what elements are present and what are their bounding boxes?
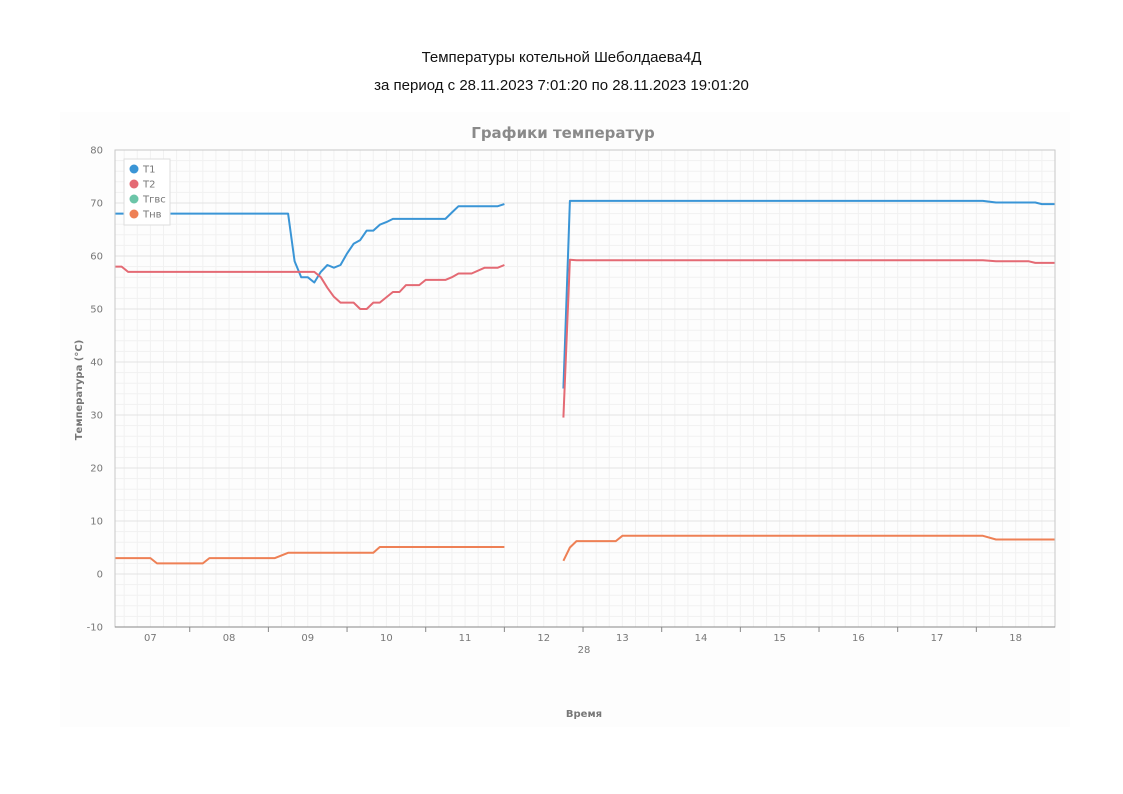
legend-marker [129, 194, 139, 204]
legend: T1 T2 Tгвс Tнв [123, 158, 171, 226]
y-tick-label: 40 [90, 358, 103, 369]
y-axis-label: Температура (°С) [74, 340, 85, 441]
series-line-T1 [115, 203, 505, 284]
legend-label: Tгвс [142, 195, 166, 206]
legend-label: T1 [142, 165, 155, 176]
x-date-label: 28 [578, 645, 591, 656]
y-tick-label: 30 [90, 411, 103, 422]
y-tick-label: 50 [90, 305, 103, 316]
report-period: за период с 28.11.2023 7:01:20 по 28.11.… [374, 77, 749, 94]
x-tick-label: 17 [931, 633, 944, 644]
chart-background [60, 112, 1070, 727]
series-line-T2 [562, 258, 1055, 418]
x-tick-label: 18 [1009, 633, 1022, 644]
legend-marker [129, 209, 139, 219]
series-line-Tнв [115, 546, 505, 565]
legend-marker [129, 179, 139, 189]
x-tick-label: 13 [616, 633, 629, 644]
x-tick-label: 15 [773, 633, 786, 644]
y-tick-label: -10 [87, 623, 103, 634]
series-line-Tнв [562, 534, 1055, 562]
x-tick-label: 14 [695, 633, 708, 644]
series-line-T1 [562, 199, 1055, 389]
x-tick-label: 10 [380, 633, 393, 644]
legend-marker [129, 164, 139, 174]
y-tick-label: 10 [90, 517, 103, 528]
chart-title: Графики температур [471, 124, 655, 142]
x-tick-label: 16 [852, 633, 865, 644]
legend-label: Tнв [142, 210, 162, 221]
legend-label: T2 [142, 180, 155, 191]
report-title: Температуры котельной Шеболдаева4Д [421, 49, 702, 66]
y-tick-label: 70 [90, 199, 103, 210]
series-line-T2 [115, 264, 505, 310]
x-tick-label: 12 [537, 633, 550, 644]
x-tick-label: 11 [459, 633, 472, 644]
x-tick-label: 07 [144, 633, 157, 644]
y-tick-label: 20 [90, 464, 103, 475]
x-tick-label: 09 [301, 633, 314, 644]
x-axis-label: Время [566, 709, 602, 720]
y-tick-label: 80 [90, 146, 103, 157]
y-tick-label: 60 [90, 252, 103, 263]
x-tick-label: 08 [223, 633, 236, 644]
y-tick-label: 0 [97, 570, 103, 581]
